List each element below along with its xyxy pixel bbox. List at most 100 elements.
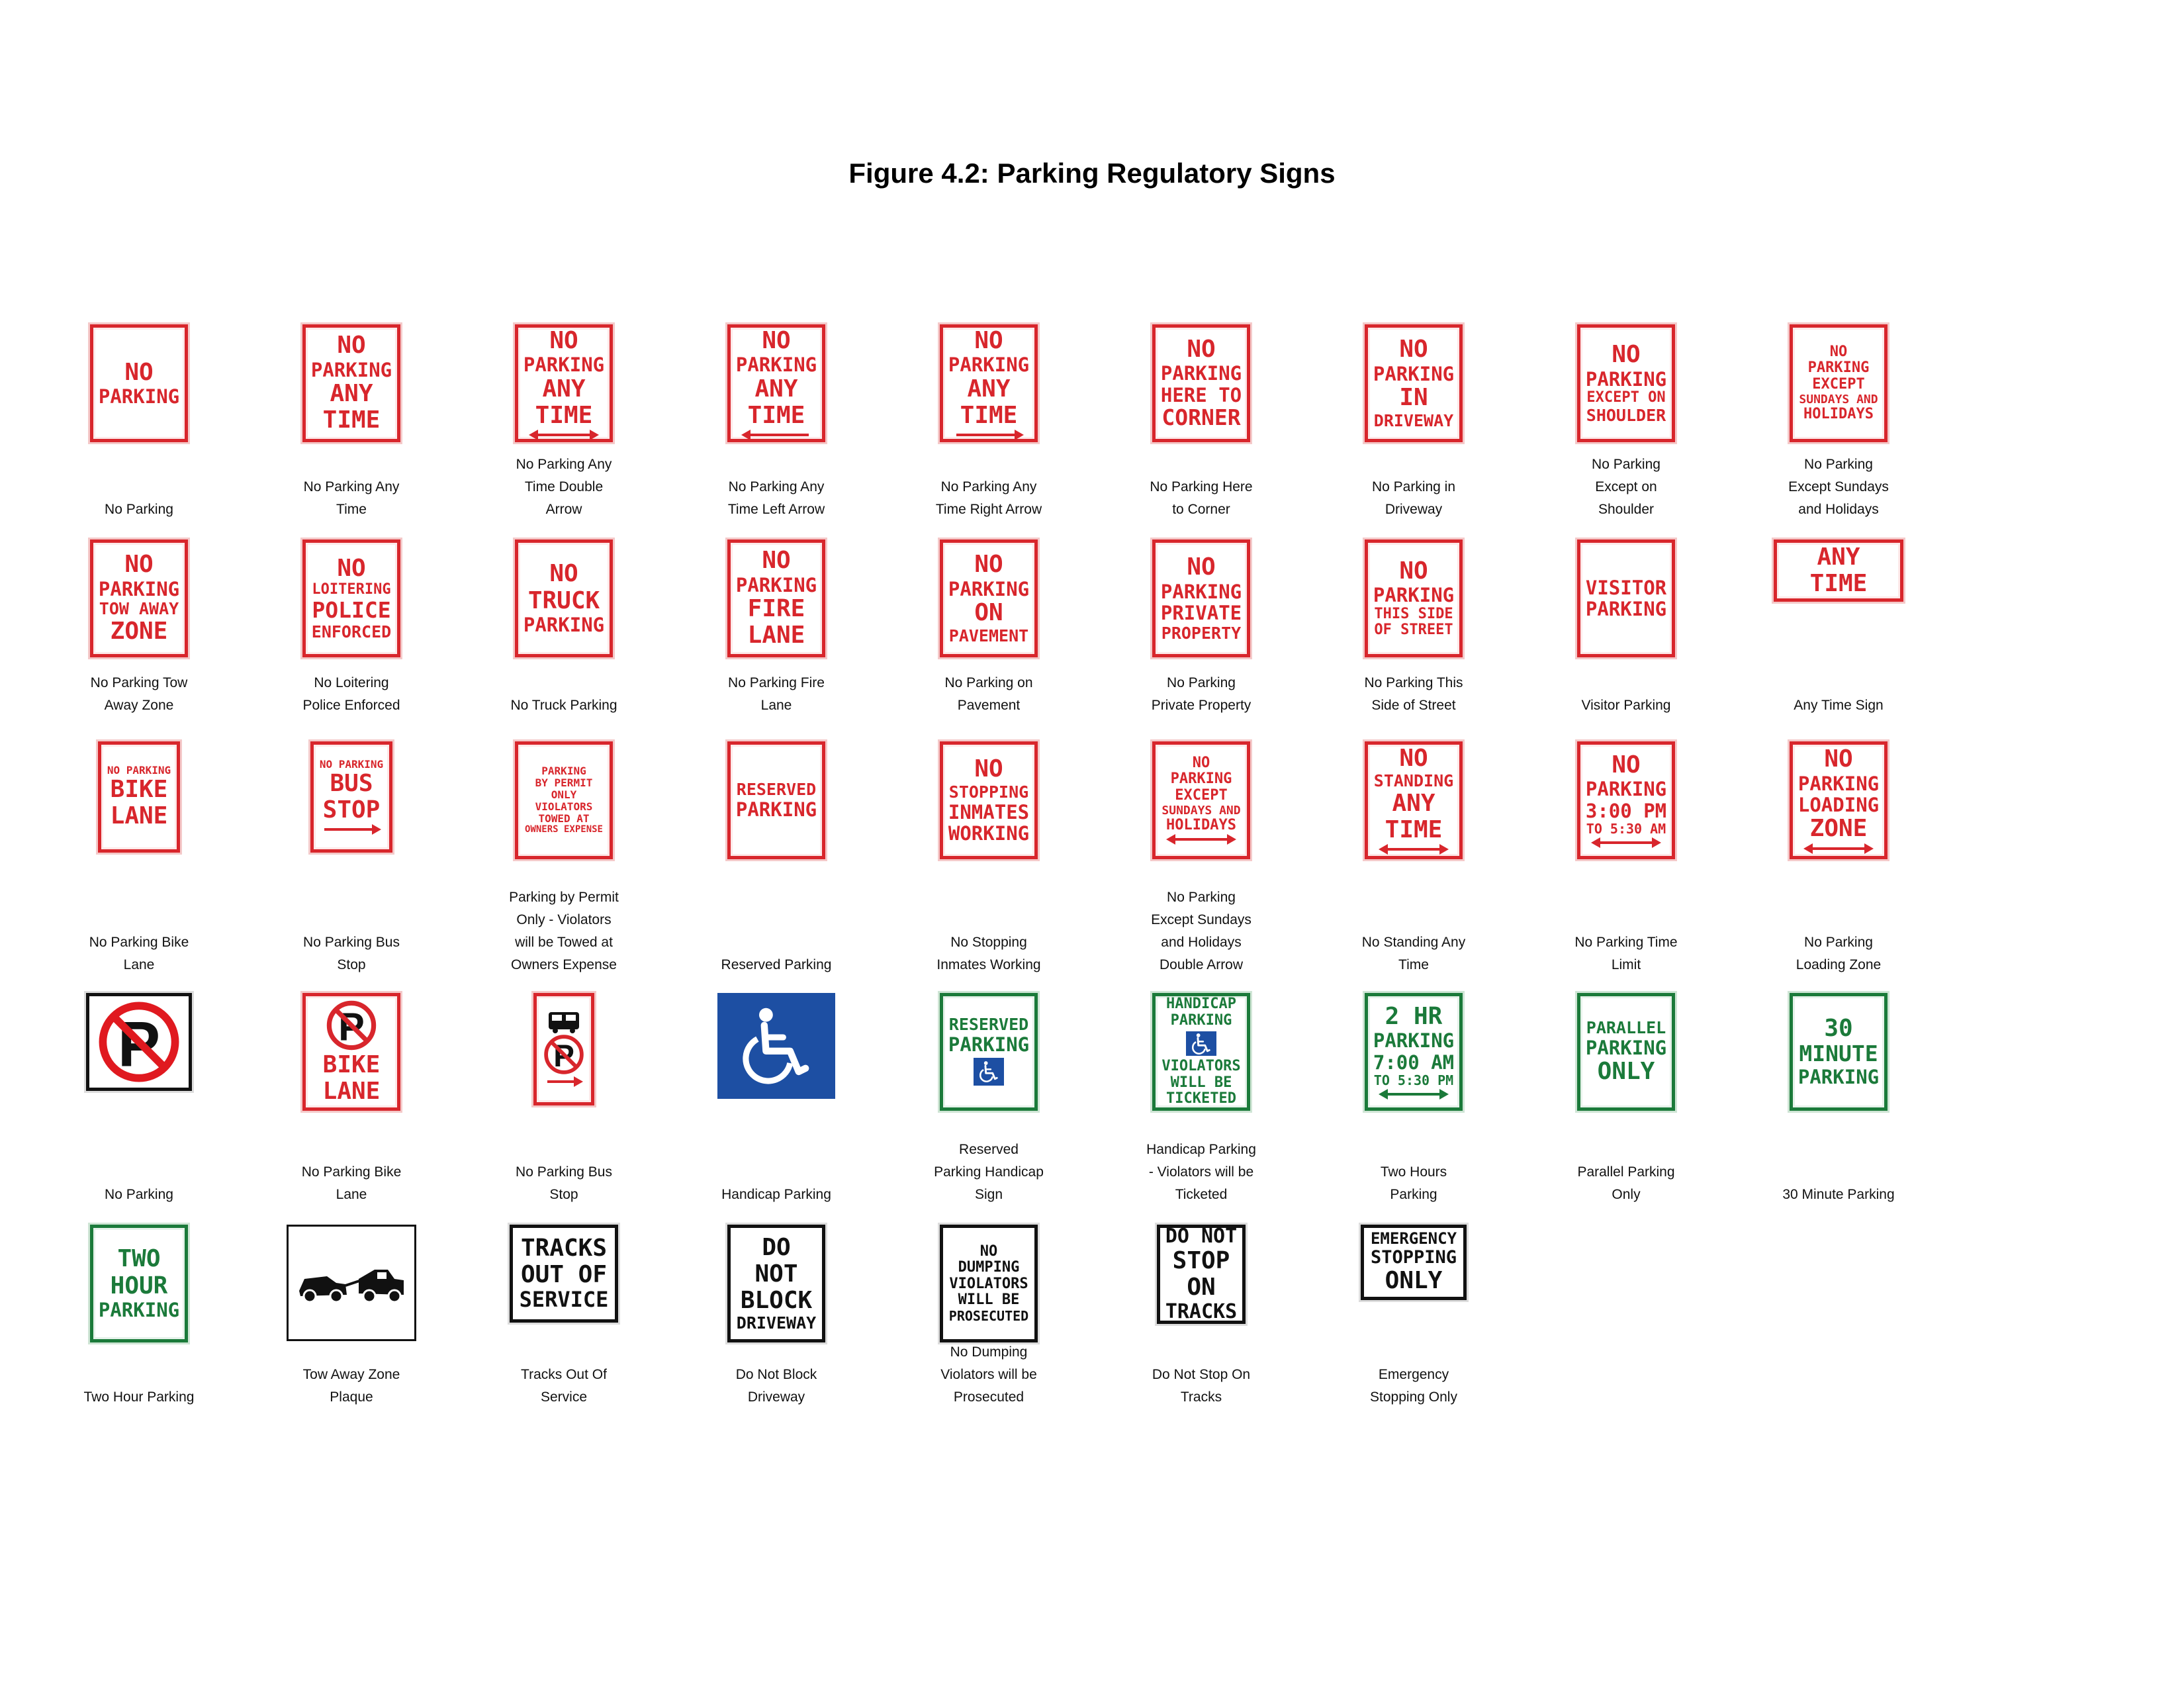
sign-caption-line: Stop [549,1187,578,1202]
sign-text-line: PARKING [523,353,605,377]
sign-text-line: NO [1399,744,1428,772]
sign-text-line: NO [1612,751,1641,779]
sign-caption: No Parking Any Time Double Arrow [465,453,663,521]
sign-caption-line: No Parking This [1364,675,1463,690]
double-arrow-icon [1803,843,1874,854]
sign-caption-line: Emergency [1378,1367,1449,1382]
sign-text-line: ANY [330,380,373,408]
sign-text-line: TRACKS [1165,1300,1238,1324]
sign-text-line: TIME [747,402,805,430]
double-arrow-icon [1166,834,1236,845]
sign-caption-line: Lane [760,698,792,713]
sign-caption-line: Loading Zone [1796,957,1882,972]
sign-text-line: 7:00 AM [1373,1051,1455,1074]
sign-caption: No Parking on Pavement [889,672,1088,717]
sign-image: 30 MINUTE PARKING [1790,993,1888,1111]
sign-caption-line: No Parking [1804,457,1873,472]
sign-text-line: PARKING [1160,362,1242,385]
sign-text-line: SHOULDER [1586,405,1666,425]
sign-caption: No Parking Except Sundays and Holidays [1739,453,1938,521]
sign-text-line: NO [762,327,791,354]
sign-image: NO LOITERING POLICE ENFORCED [302,539,400,657]
sign-caption-line: Limit [1611,957,1641,972]
sign-image [287,1225,416,1341]
sign-caption: No Parking Bus Stop [465,1161,663,1206]
sign-caption: Handicap Parking - Violators will be Ticke… [1102,1139,1300,1206]
sign-text-line: WILL BE [1170,1074,1232,1091]
sign-text-line: CORNER [1161,404,1241,431]
no-parking-symbol-icon: P [326,1000,377,1050]
sign-text-line: SUNDAYS AND [1161,803,1241,818]
sign-image: ANY TIME [1774,539,1903,602]
sign-caption: No Parking Here to Corner [1102,476,1300,521]
sign-image: NO TRUCK PARKING [515,539,613,657]
sign-caption-line: Parking [1390,1187,1437,1202]
sign-caption: No Parking Any Time Left Arrow [677,476,876,521]
sign-text-line: PRIVATE [1160,602,1242,625]
sign-caption-line: Police Enforced [302,698,400,713]
sign-caption-line: Ticketed [1175,1187,1228,1202]
sign-image: P [86,993,192,1091]
sign-caption-line: Tow Away Zone [302,1367,400,1382]
sign-caption: No Parking Private Property [1102,672,1300,717]
sign-caption: Parallel Parking Only [1527,1161,1725,1206]
sign-caption: No Parking Except on Shoulder [1527,453,1725,521]
sign-text-line: NO [974,755,1003,783]
sign-caption-line: No Truck Parking [510,698,617,713]
sign-caption-line: Time Left Arrow [727,502,825,517]
sign-text-line: ZONE [110,618,168,645]
sign-text-line: NO [974,327,1003,354]
sign-text-line: TRUCK [527,586,600,614]
sign-text-line: SERVICE [519,1287,609,1313]
sign-text-line: PARKING [1373,362,1455,385]
sign-caption-line: Do Not Block [735,1367,817,1382]
sign-image: NO PARKING FIRE LANE [727,539,825,657]
sign-caption-line: No Parking [105,1187,173,1202]
sign-text-line: STOPPING [1370,1247,1457,1268]
sign-caption-line: Only [1612,1187,1641,1202]
sign-text-line: EMERGENCY [1370,1229,1457,1248]
sign-image: NO PARKING [90,324,188,442]
sign-caption-line: No Parking [1167,675,1236,690]
sign-caption-line: and Holidays [1161,935,1242,950]
sign-caption-line: No Parking [1804,935,1873,950]
sign-caption-line: Visitor Parking [1581,698,1671,713]
sign-text-line: HERE TO [1160,383,1242,406]
sign-text-line: NOT [754,1260,798,1288]
sign-image: NO PARKING PRIVATE PROPERTY [1152,539,1250,657]
sign-image: DO NOT STOP ON TRACKS [1157,1225,1246,1324]
sign-caption-line: No Parking [1167,890,1236,905]
sign-caption-line: Lane [123,957,155,972]
sign-text-line: PARKING [1797,1066,1880,1089]
sign-caption-line: Parallel Parking [1577,1164,1675,1180]
sign-text-line: NO [979,1243,998,1260]
sign-text-line: OF STREET [1374,622,1453,639]
sign-caption-line: No Parking Bus [516,1164,612,1180]
sign-image: RESERVED PARKING [727,741,825,859]
sign-caption-line: Tracks [1180,1389,1222,1405]
sign-text-line: ANY [754,375,798,402]
sign-text-line: PARKING [98,577,180,600]
sign-text-line: PROPERTY [1161,623,1242,643]
sign-text-line: TO 5:30 AM [1586,821,1666,837]
sign-caption: No Parking This Side of Street [1314,672,1513,717]
sign-caption-line: Parking by Permit [509,890,619,905]
sign-image: TRACKS OUT OF SERVICE [510,1225,618,1323]
sign-text-line: LANE [747,622,805,649]
sign-text-line: NO PARKING [319,757,384,771]
sign-text-line: DRIVEWAY [1373,410,1454,430]
sign-text-line: PARKING [1585,778,1667,801]
sign-image: NO PARKING IN DRIVEWAY [1365,324,1463,442]
sign-text-line: PARKING [310,358,392,381]
sign-caption: Tow Away Zone Plaque [252,1364,451,1409]
sign-image [717,993,835,1099]
sign-text-line: OWNERS EXPENSE [524,823,603,835]
sign-text-line: PAVEMENT [948,626,1029,645]
sign-image: RESERVED PARKING [940,993,1038,1111]
sign-text-line: EXCEPT [1812,375,1865,393]
sign-text-line: HOUR [110,1272,168,1299]
sign-text-line: LANE [322,1078,381,1105]
handicap-badge [1186,1031,1216,1056]
sign-text-line: TWO [117,1245,161,1273]
sign-caption-line: Only - Violators [516,912,612,927]
